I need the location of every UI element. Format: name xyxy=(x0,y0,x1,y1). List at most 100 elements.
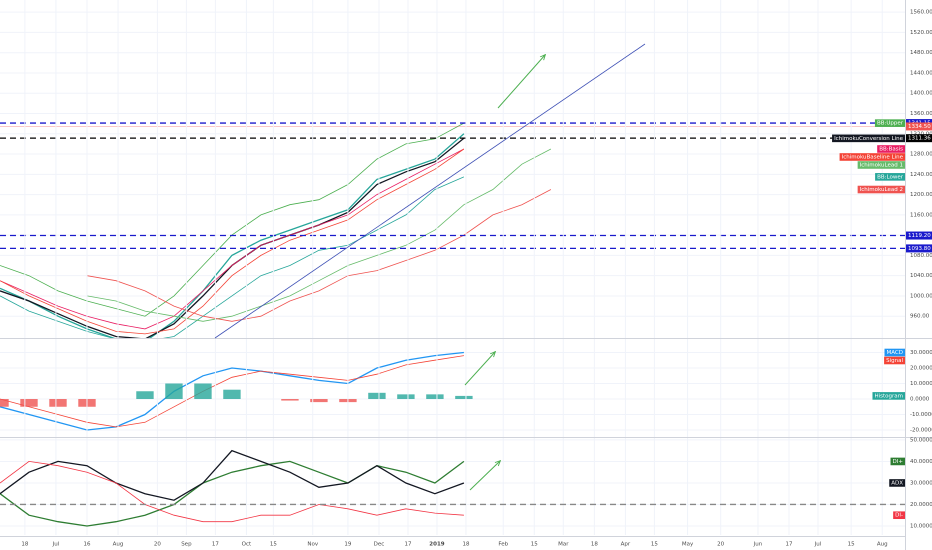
series-tag xyxy=(877,145,905,153)
series-tag-label: IchimokuLead 2 xyxy=(860,187,903,193)
series-line xyxy=(0,133,465,338)
series-tag xyxy=(884,356,905,365)
price-tag-label: 1311.36 xyxy=(908,136,931,142)
series-tag xyxy=(839,153,905,161)
x-tick-label: 15 xyxy=(531,542,538,548)
histogram-bar xyxy=(397,394,415,400)
histogram-bar xyxy=(165,383,183,400)
x-tick-label: 15 xyxy=(651,542,658,548)
y-tick-label: 1240.00 xyxy=(910,172,932,178)
series-line xyxy=(86,189,552,322)
y-tick-label: 1440.00 xyxy=(910,70,932,76)
price-tag xyxy=(906,244,932,253)
x-tick-label: 17 xyxy=(786,542,793,548)
y-tick-label: 10.0000 xyxy=(910,523,932,529)
price-tag xyxy=(906,122,932,131)
x-tick-label: 17 xyxy=(404,542,411,548)
arrow xyxy=(464,352,495,386)
y-tick-label: -10.0000 xyxy=(910,412,932,418)
series-tag-label: Signal xyxy=(886,358,903,364)
histogram-bar xyxy=(281,399,299,401)
x-tick-label: Dec xyxy=(374,542,385,548)
x-tick-label: 16 xyxy=(83,542,90,548)
x-tick-label: Feb xyxy=(498,542,508,548)
series-tag xyxy=(875,173,905,181)
trend-line xyxy=(214,43,646,339)
series-tag xyxy=(889,479,905,487)
y-tick-label: 20.0000 xyxy=(910,502,932,508)
x-tick-label: Jun xyxy=(753,542,763,548)
histogram-bar xyxy=(223,389,241,400)
series-line xyxy=(0,148,465,335)
panel xyxy=(0,438,905,535)
y-tick-label: 1480.00 xyxy=(910,50,932,56)
y-tick-label: 20.0000 xyxy=(910,365,932,371)
series-tag xyxy=(857,161,905,169)
x-tick-label: May xyxy=(682,542,694,548)
x-tick-label: Apr xyxy=(621,542,631,548)
y-tick-label: 1160.00 xyxy=(910,212,932,218)
x-tick-label: Aug xyxy=(113,542,124,548)
series-line xyxy=(0,449,465,501)
series-tag-label: DI- xyxy=(895,513,903,519)
series-line xyxy=(0,460,465,527)
arrow xyxy=(497,55,545,109)
series-tag-label: IchimokuLead 1 xyxy=(860,162,903,168)
price-tag xyxy=(906,231,932,240)
y-tick-label: 1400.00 xyxy=(910,91,932,97)
series-tag-label: MACD xyxy=(887,350,904,356)
series-tag xyxy=(893,511,905,520)
x-tick-label: 18 xyxy=(591,542,598,548)
price-tag-label: 1334.50 xyxy=(908,124,931,130)
x-tick-label: 2019 xyxy=(429,542,444,548)
x-tick-label: Mar xyxy=(558,542,569,548)
y-tick-label: 30.0000 xyxy=(910,480,932,486)
series-tag xyxy=(832,134,905,143)
series-tag xyxy=(874,119,905,127)
x-tick-label: 18 xyxy=(462,542,469,548)
price-tag-label: 1119.20 xyxy=(908,233,931,239)
histogram-bar xyxy=(136,391,154,400)
y-tick-label: 0.0000 xyxy=(910,397,930,403)
series-tag-label: DI+ xyxy=(893,459,904,465)
series-line xyxy=(0,148,465,330)
y-tick-label: 960.00 xyxy=(910,314,930,320)
x-tick-label: Oct xyxy=(242,542,252,548)
x-tick-label: Sep xyxy=(181,542,192,548)
series-tag xyxy=(890,457,905,466)
x-tick-label: Jul xyxy=(52,542,60,548)
y-tick-label: 1360.00 xyxy=(910,111,932,117)
histogram-bar xyxy=(0,399,9,407)
x-tick-label: 19 xyxy=(344,542,351,548)
price-tag xyxy=(906,134,932,143)
y-tick-label: 1000.00 xyxy=(910,293,932,299)
x-tick-label: Nov xyxy=(307,542,318,548)
series-line xyxy=(0,351,464,431)
histogram-bar xyxy=(368,392,386,400)
series-tag-label: BB:Lower xyxy=(877,174,904,180)
series-line xyxy=(0,460,464,523)
x-tick-label: 15 xyxy=(848,542,855,548)
series-line xyxy=(86,148,552,322)
histogram-bar xyxy=(426,394,444,400)
y-tick-label: 1040.00 xyxy=(910,273,932,279)
series-tag xyxy=(857,185,905,194)
histogram-bar xyxy=(194,383,212,400)
y-tick-label: 1280.00 xyxy=(910,152,932,158)
series-tag xyxy=(872,392,905,400)
x-tick-label: 15 xyxy=(270,542,277,548)
histogram-bar xyxy=(455,395,473,400)
series-tag-label: ADX xyxy=(891,480,903,486)
histogram-bar xyxy=(310,399,328,403)
y-tick-label: 1200.00 xyxy=(910,192,932,198)
histogram-bar xyxy=(20,399,38,407)
drawings xyxy=(214,43,646,491)
x-tick-label: 17 xyxy=(212,542,219,548)
y-tick-label: 40.0000 xyxy=(910,459,932,465)
price-tag-label: 1093.80 xyxy=(908,246,931,252)
x-tick-label: 20 xyxy=(717,542,724,548)
panel xyxy=(0,339,905,437)
series-line xyxy=(0,176,465,338)
series-tag-label: IchimokuConversion Line xyxy=(834,136,904,142)
series-tag-label: BB:Basis xyxy=(879,146,903,152)
